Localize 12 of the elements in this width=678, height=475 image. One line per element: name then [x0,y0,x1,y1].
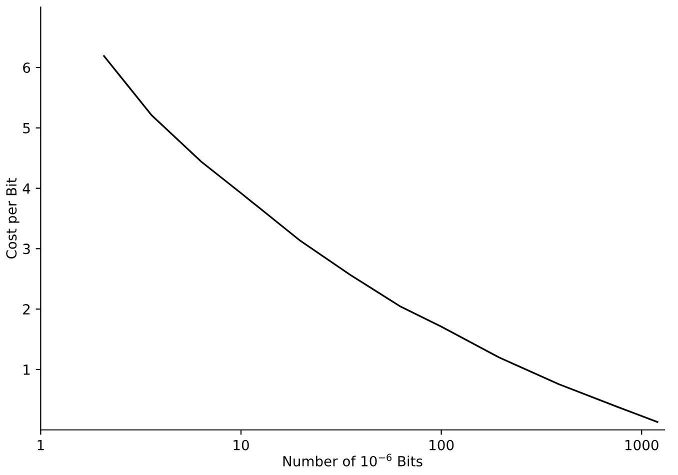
y-tick-label: 5 [23,123,30,134]
x-tick-label: 100 [430,440,454,450]
y-axis-title: Cost per Bit [6,178,20,259]
x-tick-label: 1000 [625,440,658,450]
y-tick-label: 1 [24,364,30,375]
y-tick-label: 4 [22,183,30,194]
y-tick-label: 2 [23,304,30,314]
x-tick-label: 10 [234,440,249,450]
x-axis-title: Number of 10$^{−6}$ Bits [283,454,422,466]
y-tick-label: 6 [23,62,30,73]
x-tick-label: 1 [38,440,44,450]
y-tick-label: 3 [23,244,30,254]
